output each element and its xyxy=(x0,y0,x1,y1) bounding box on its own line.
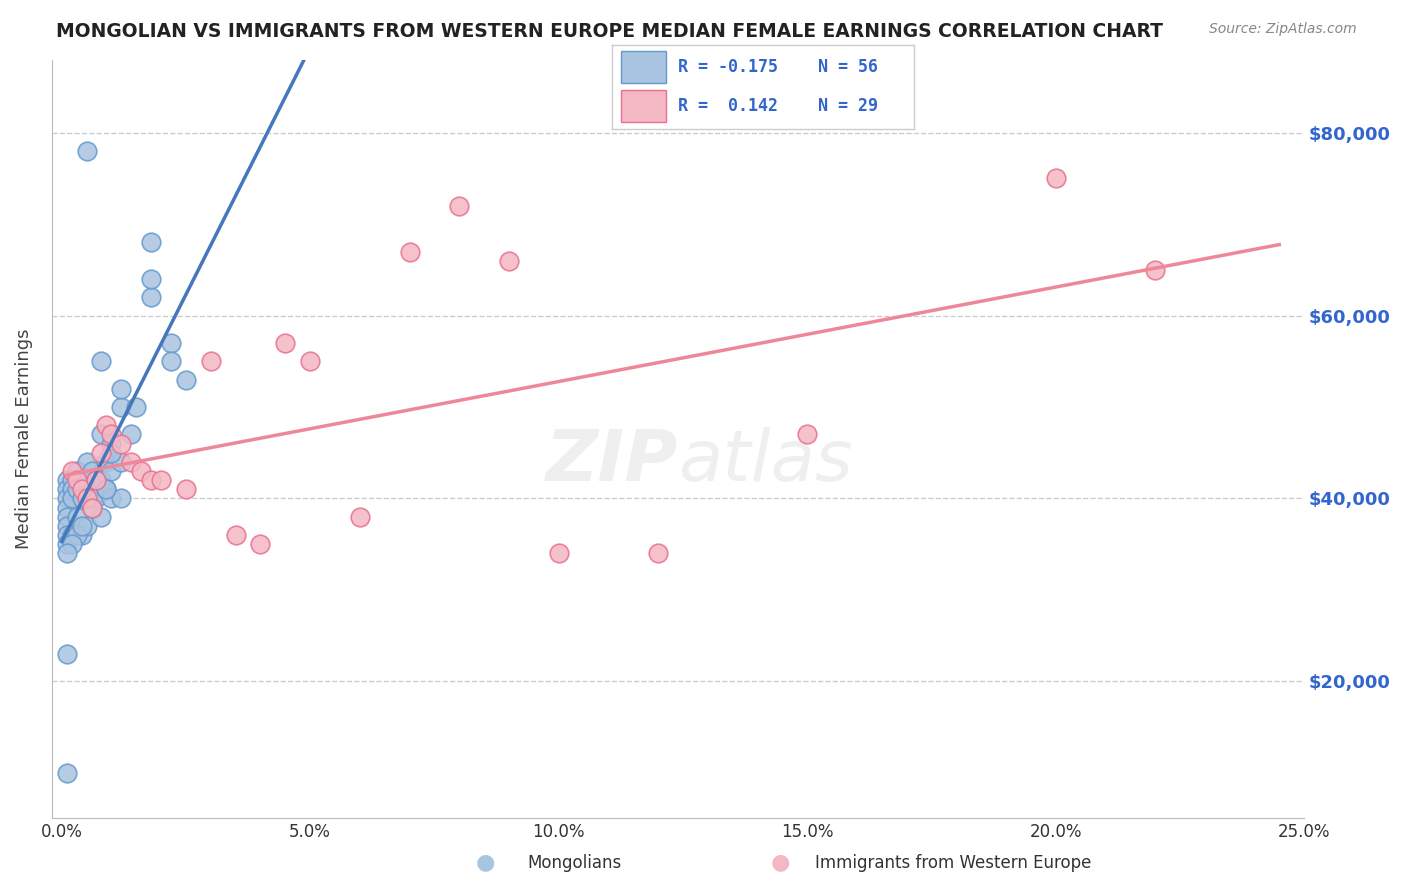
Point xyxy=(96,483,118,497)
Point xyxy=(249,537,271,551)
Point xyxy=(55,519,77,533)
Point xyxy=(96,455,118,469)
Text: Source: ZipAtlas.com: Source: ZipAtlas.com xyxy=(1209,22,1357,37)
Point xyxy=(55,528,77,542)
Point xyxy=(65,528,87,542)
Point xyxy=(299,354,322,368)
Point xyxy=(86,473,108,487)
Point xyxy=(80,500,103,515)
Point xyxy=(449,199,471,213)
Point xyxy=(96,418,118,433)
Point xyxy=(100,427,122,442)
Point xyxy=(110,382,132,396)
Point xyxy=(65,464,87,478)
Point xyxy=(125,400,148,414)
Point xyxy=(60,464,83,478)
Point xyxy=(70,491,93,506)
Point xyxy=(1045,171,1067,186)
Point xyxy=(90,354,112,368)
Point xyxy=(110,400,132,414)
Point xyxy=(55,537,77,551)
Point xyxy=(398,244,420,259)
Point xyxy=(100,464,122,478)
Point xyxy=(55,473,77,487)
Point xyxy=(174,373,197,387)
Point xyxy=(90,446,112,460)
Point xyxy=(141,290,163,304)
Point xyxy=(65,483,87,497)
Point xyxy=(647,546,669,560)
Point xyxy=(55,546,77,560)
Point xyxy=(90,473,112,487)
Text: Immigrants from Western Europe: Immigrants from Western Europe xyxy=(815,855,1092,872)
Point xyxy=(96,483,118,497)
Text: ●: ● xyxy=(475,853,495,872)
Text: Mongolians: Mongolians xyxy=(527,855,621,872)
Point xyxy=(796,427,818,442)
FancyBboxPatch shape xyxy=(620,89,666,121)
Text: R =  0.142    N = 29: R = 0.142 N = 29 xyxy=(678,96,879,114)
Point xyxy=(100,446,122,460)
Point xyxy=(55,647,77,661)
Point xyxy=(80,464,103,478)
Text: atlas: atlas xyxy=(678,427,852,496)
Point xyxy=(76,455,98,469)
Point xyxy=(110,491,132,506)
Point xyxy=(86,473,108,487)
Point xyxy=(60,491,83,506)
Point xyxy=(70,528,93,542)
Point xyxy=(547,546,569,560)
Point xyxy=(65,473,87,487)
Point xyxy=(225,528,247,542)
Point xyxy=(110,436,132,450)
Point xyxy=(200,354,222,368)
Point xyxy=(86,491,108,506)
Text: ZIP: ZIP xyxy=(546,427,678,496)
Point xyxy=(160,336,183,351)
Point xyxy=(80,500,103,515)
Point xyxy=(55,483,77,497)
Point xyxy=(100,491,122,506)
Text: MONGOLIAN VS IMMIGRANTS FROM WESTERN EUROPE MEDIAN FEMALE EARNINGS CORRELATION C: MONGOLIAN VS IMMIGRANTS FROM WESTERN EUR… xyxy=(56,22,1163,41)
Point xyxy=(141,235,163,250)
Point xyxy=(76,144,98,158)
Point xyxy=(55,491,77,506)
Point xyxy=(160,354,183,368)
Text: ●: ● xyxy=(770,853,790,872)
Point xyxy=(76,491,98,506)
Point xyxy=(80,491,103,506)
Point xyxy=(70,483,93,497)
Point xyxy=(150,473,173,487)
Point xyxy=(120,427,142,442)
Point xyxy=(90,427,112,442)
Point xyxy=(110,455,132,469)
Point xyxy=(100,436,122,450)
FancyBboxPatch shape xyxy=(620,51,666,83)
Point xyxy=(1144,263,1167,277)
Y-axis label: Median Female Earnings: Median Female Earnings xyxy=(15,329,32,549)
Point xyxy=(90,509,112,524)
Point xyxy=(349,509,371,524)
Point xyxy=(141,272,163,286)
Point xyxy=(129,464,152,478)
Point xyxy=(76,519,98,533)
Point xyxy=(498,253,520,268)
Text: R = -0.175    N = 56: R = -0.175 N = 56 xyxy=(678,58,879,76)
Point xyxy=(60,537,83,551)
Point xyxy=(55,765,77,780)
Point xyxy=(274,336,297,351)
Point xyxy=(55,509,77,524)
Point xyxy=(55,500,77,515)
Point xyxy=(174,483,197,497)
Point xyxy=(60,473,83,487)
Point xyxy=(141,473,163,487)
Point xyxy=(120,455,142,469)
Point xyxy=(76,473,98,487)
Point xyxy=(60,528,83,542)
Point xyxy=(60,483,83,497)
Point xyxy=(70,519,93,533)
Point xyxy=(65,509,87,524)
